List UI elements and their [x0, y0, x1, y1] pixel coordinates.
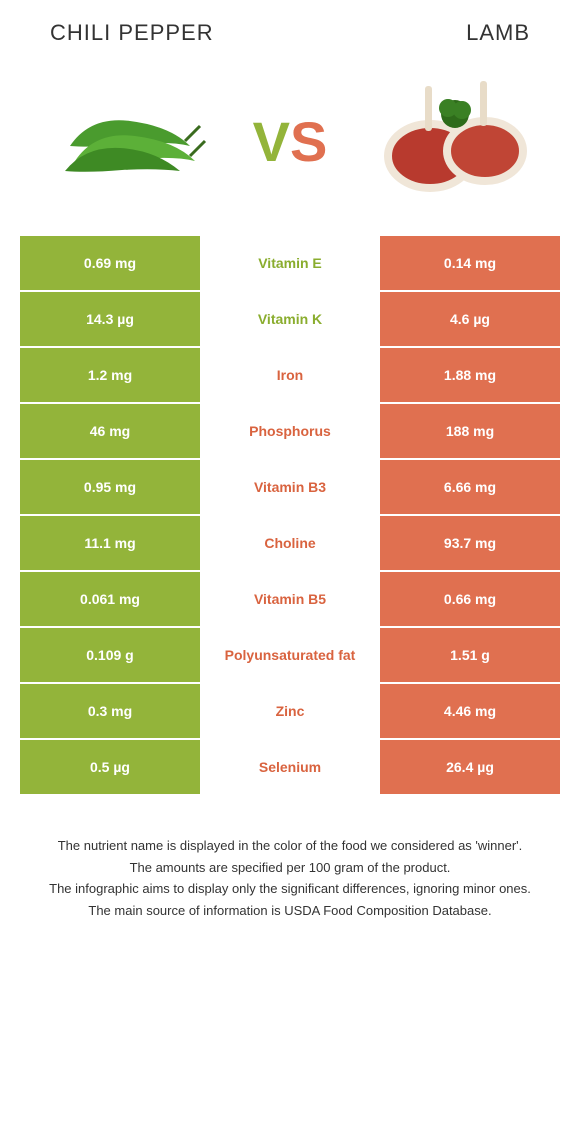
header-row: CHILI PEPPER LAMB	[0, 20, 580, 46]
footnote-line: The nutrient name is displayed in the co…	[30, 836, 550, 856]
nutrient-comparison-table: 0.69 mgVitamin E0.14 mg14.3 µgVitamin K4…	[20, 236, 560, 796]
table-row: 0.5 µgSelenium26.4 µg	[20, 740, 560, 796]
table-row: 0.109 gPolyunsaturated fat1.51 g	[20, 628, 560, 684]
right-value-cell: 0.66 mg	[380, 572, 560, 626]
vs-label: VS	[253, 109, 328, 174]
left-value-cell: 0.3 mg	[20, 684, 200, 738]
nutrient-label-cell: Vitamin E	[200, 236, 380, 290]
left-food-title: CHILI PEPPER	[50, 20, 214, 46]
left-value-cell: 0.109 g	[20, 628, 200, 682]
nutrient-label-cell: Vitamin B3	[200, 460, 380, 514]
right-value-cell: 188 mg	[380, 404, 560, 458]
vs-s-letter: S	[290, 110, 327, 173]
table-row: 14.3 µgVitamin K4.6 µg	[20, 292, 560, 348]
images-row: VS	[0, 76, 580, 206]
footnote-line: The infographic aims to display only the…	[30, 879, 550, 899]
left-value-cell: 0.061 mg	[20, 572, 200, 626]
right-value-cell: 93.7 mg	[380, 516, 560, 570]
footnote-line: The main source of information is USDA F…	[30, 901, 550, 921]
left-value-cell: 11.1 mg	[20, 516, 200, 570]
table-row: 0.69 mgVitamin E0.14 mg	[20, 236, 560, 292]
right-value-cell: 6.66 mg	[380, 460, 560, 514]
table-row: 0.3 mgZinc4.46 mg	[20, 684, 560, 740]
left-value-cell: 46 mg	[20, 404, 200, 458]
chili-pepper-image	[40, 76, 210, 206]
nutrient-label-cell: Iron	[200, 348, 380, 402]
table-row: 11.1 mgCholine93.7 mg	[20, 516, 560, 572]
nutrient-label-cell: Phosphorus	[200, 404, 380, 458]
right-value-cell: 26.4 µg	[380, 740, 560, 794]
left-value-cell: 0.69 mg	[20, 236, 200, 290]
nutrient-label-cell: Vitamin K	[200, 292, 380, 346]
lamb-image	[370, 76, 540, 206]
nutrient-label-cell: Vitamin B5	[200, 572, 380, 626]
left-value-cell: 14.3 µg	[20, 292, 200, 346]
right-value-cell: 4.6 µg	[380, 292, 560, 346]
nutrient-label-cell: Choline	[200, 516, 380, 570]
table-row: 46 mgPhosphorus188 mg	[20, 404, 560, 460]
table-row: 0.061 mgVitamin B50.66 mg	[20, 572, 560, 628]
left-value-cell: 1.2 mg	[20, 348, 200, 402]
footnotes: The nutrient name is displayed in the co…	[0, 796, 580, 920]
nutrient-label-cell: Polyunsaturated fat	[200, 628, 380, 682]
footnote-line: The amounts are specified per 100 gram o…	[30, 858, 550, 878]
right-value-cell: 0.14 mg	[380, 236, 560, 290]
right-value-cell: 4.46 mg	[380, 684, 560, 738]
table-row: 0.95 mgVitamin B36.66 mg	[20, 460, 560, 516]
table-row: 1.2 mgIron1.88 mg	[20, 348, 560, 404]
right-food-title: LAMB	[466, 20, 530, 46]
right-value-cell: 1.51 g	[380, 628, 560, 682]
nutrient-label-cell: Zinc	[200, 684, 380, 738]
right-value-cell: 1.88 mg	[380, 348, 560, 402]
left-value-cell: 0.5 µg	[20, 740, 200, 794]
nutrient-label-cell: Selenium	[200, 740, 380, 794]
left-value-cell: 0.95 mg	[20, 460, 200, 514]
vs-v-letter: V	[253, 110, 290, 173]
